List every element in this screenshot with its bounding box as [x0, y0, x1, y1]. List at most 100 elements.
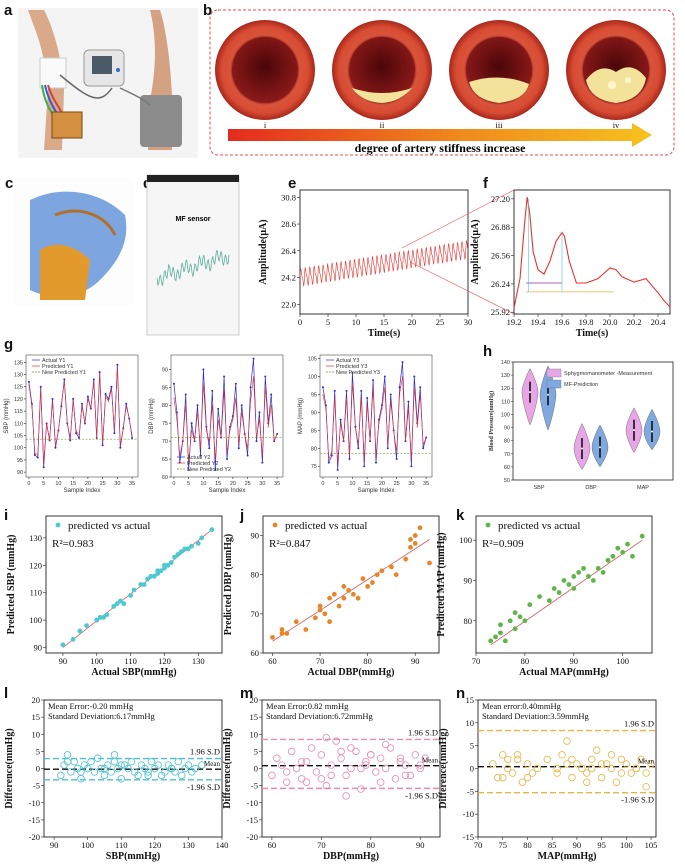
plot-frame	[319, 354, 433, 478]
difference-point	[528, 769, 537, 777]
violin-median	[547, 393, 549, 396]
photo-wearable-device	[18, 8, 198, 158]
x-tick-label: 80	[367, 840, 376, 850]
scatter-point	[97, 614, 103, 620]
std-label: Standard Deviation:3.59mmHg	[482, 711, 589, 721]
x-tick-label: 15	[380, 317, 389, 327]
difference-point	[268, 771, 276, 780]
scatter-point	[168, 560, 174, 565]
y-tick-label: 120	[14, 397, 23, 403]
scatter-point	[84, 623, 90, 628]
difference-point	[396, 754, 405, 762]
predicted-point: ×	[334, 396, 336, 401]
x-tick-label: 70	[472, 656, 481, 666]
actual-point	[357, 447, 360, 450]
actual-point	[187, 468, 190, 471]
scatter-point	[561, 578, 567, 583]
predicted-point: ×	[173, 396, 175, 401]
scatter-point	[522, 618, 528, 624]
difference-point	[411, 751, 419, 759]
y-tick-label: 90	[311, 410, 317, 416]
predicted-point: ×	[116, 365, 118, 370]
difference-point	[642, 783, 650, 791]
x-tick-label: 100	[620, 840, 633, 850]
x-tick-label: 15	[70, 481, 76, 487]
scatter-point	[412, 533, 418, 538]
predicted-point: ×	[357, 442, 359, 447]
scatter-point	[374, 572, 380, 578]
difference-point	[362, 757, 370, 766]
scatter-point	[551, 586, 557, 591]
plot-frame	[25, 354, 139, 478]
scatter-point	[586, 574, 591, 579]
scatter-point	[182, 546, 188, 552]
x-tick-label: 35	[423, 481, 429, 487]
legend-label: Actual Y3	[336, 358, 359, 364]
predicted-point: ×	[331, 449, 333, 454]
predicted-point: ×	[57, 428, 59, 433]
scatter-point	[138, 582, 144, 587]
phone-app-screenshot: MF sensor	[146, 174, 240, 336]
predicted-point: ×	[381, 406, 383, 411]
x-tick-label: 5	[326, 317, 330, 327]
x-tick-label: 85	[548, 840, 557, 850]
scatter-point	[131, 587, 137, 593]
y-tick-label: 0	[254, 764, 258, 774]
scatter-point	[118, 598, 123, 604]
scatter-point	[517, 614, 523, 620]
scatter-point	[128, 593, 134, 598]
legend-label: predicted vs actual	[68, 520, 150, 532]
difference-point	[513, 751, 522, 759]
scatter-point	[279, 631, 285, 636]
predicted-point: ×	[196, 410, 198, 415]
scatter-point	[370, 580, 375, 585]
difference-point	[83, 764, 92, 773]
difference-point	[77, 775, 85, 783]
predicted-point: ×	[75, 428, 77, 433]
panel-label-a: a	[4, 2, 13, 19]
predicted-point: ×	[179, 453, 181, 458]
scatter-point	[148, 573, 154, 579]
x-tick-label: 100	[81, 840, 94, 850]
actual-point	[383, 375, 386, 378]
y-tick-label: 95	[311, 392, 317, 398]
scatter-point	[571, 574, 577, 579]
difference-point	[372, 768, 380, 776]
actual-point	[240, 404, 243, 407]
y-tick-label: -10	[463, 809, 474, 819]
predicted-point: ×	[407, 406, 409, 411]
violin-median	[529, 391, 531, 394]
x-tick-label: 120	[158, 656, 171, 666]
x-tick-label: 20.2	[627, 317, 642, 327]
difference-point	[322, 781, 330, 790]
y-axis-label: MAP (mmHg)	[298, 398, 304, 434]
legend-label: predicted vs actual	[285, 520, 367, 532]
plot-frame	[475, 515, 653, 654]
scatter-point	[512, 610, 518, 616]
scatter-point	[158, 568, 164, 574]
difference-point	[588, 764, 596, 773]
y-tick-label: 90	[162, 367, 168, 373]
difference-point	[273, 754, 281, 762]
scatter-point	[600, 570, 606, 575]
y-tick-label: 20	[250, 695, 259, 705]
predicted-point: ×	[90, 406, 92, 411]
difference-point	[191, 764, 199, 773]
difference-point	[391, 775, 400, 783]
plot-frame	[262, 515, 440, 654]
scatter-point	[346, 587, 352, 593]
predicted-point: ×	[337, 460, 339, 465]
difference-point	[508, 769, 517, 777]
difference-point	[297, 775, 306, 783]
predicted-point: ×	[190, 428, 192, 433]
y-axis-label: Amplitude(μA)	[258, 219, 269, 284]
actual-point	[54, 446, 57, 449]
actual-point	[69, 439, 72, 442]
y-tick-label: 100	[14, 446, 23, 452]
difference-point	[283, 778, 291, 786]
zoom-connector-lines	[401, 189, 515, 315]
difference-point	[617, 769, 626, 777]
chart-k-map-scatter: 70 80 90 100 80 90 100 Actual MAP(mmHg) Predicte…	[436, 515, 653, 678]
y-tick-label: 80	[504, 439, 510, 445]
